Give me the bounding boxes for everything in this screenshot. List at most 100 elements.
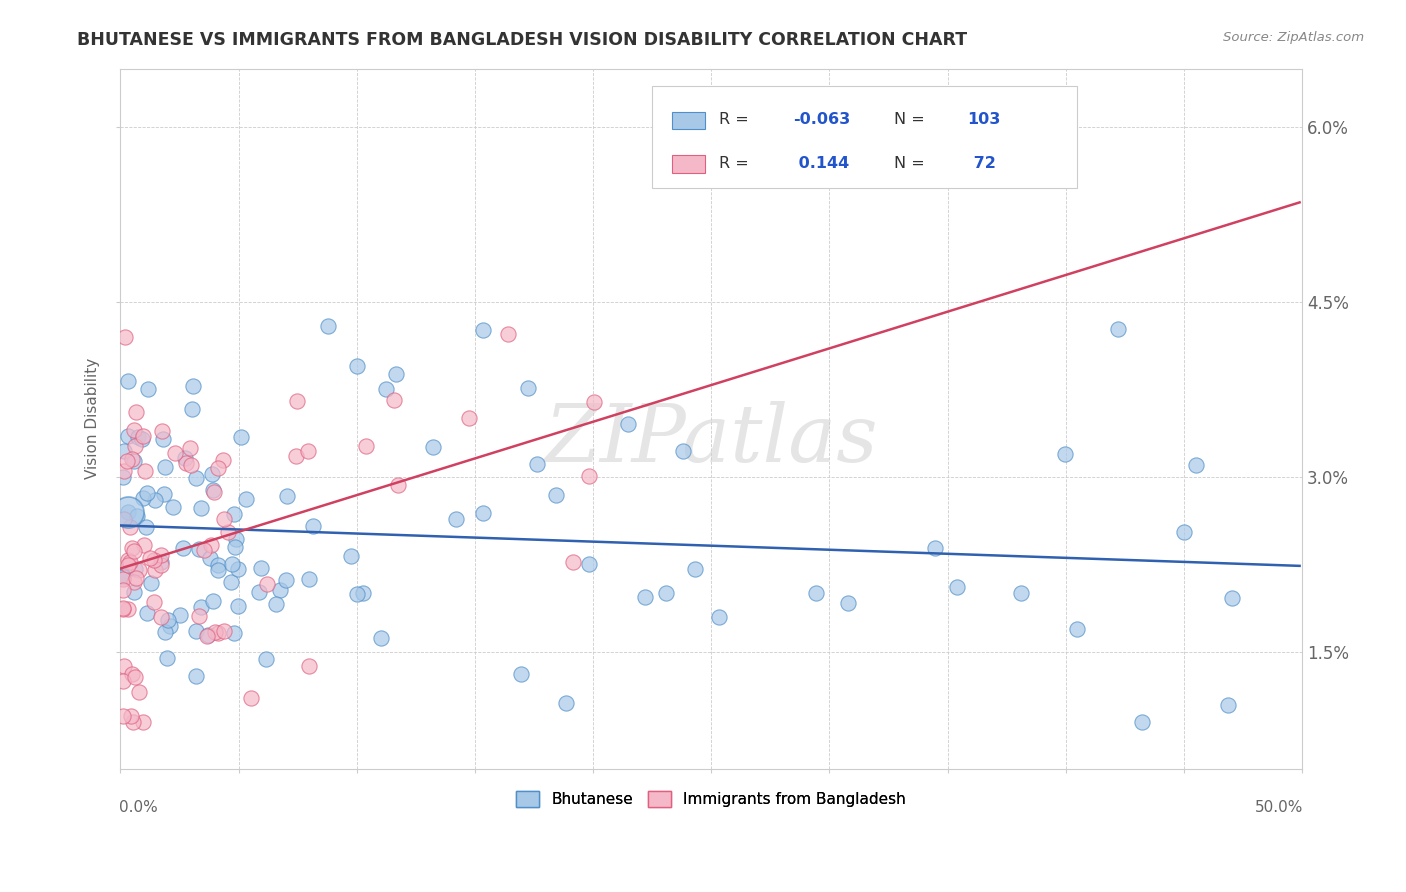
Point	[207, 563, 229, 577]
Point	[142, 595, 165, 609]
Point	[117, 553, 139, 567]
Point	[122, 543, 145, 558]
Point	[1185, 458, 1208, 472]
Point	[181, 402, 204, 417]
Point	[136, 606, 159, 620]
Point	[201, 483, 224, 497]
Point	[112, 464, 135, 478]
Point	[120, 708, 142, 723]
Point	[370, 631, 392, 645]
Point	[207, 461, 229, 475]
Point	[226, 562, 249, 576]
Point	[276, 574, 298, 588]
Point	[924, 541, 946, 555]
Point	[121, 541, 143, 556]
Point	[117, 558, 139, 572]
Point	[222, 626, 245, 640]
Point	[382, 392, 405, 407]
Point	[256, 577, 278, 591]
Point	[128, 563, 150, 577]
Point	[174, 456, 197, 470]
Point	[111, 582, 134, 597]
Point	[153, 460, 176, 475]
Point	[111, 709, 134, 723]
Point	[709, 610, 731, 624]
Text: 103: 103	[967, 112, 1001, 127]
Point	[1220, 591, 1243, 606]
Point	[111, 673, 134, 688]
Point	[375, 382, 398, 396]
Y-axis label: Vision Disability: Vision Disability	[86, 358, 100, 479]
Point	[124, 439, 146, 453]
Point	[132, 538, 155, 552]
Point	[496, 326, 519, 341]
Point	[172, 541, 194, 555]
Point	[1130, 714, 1153, 729]
Point	[150, 558, 173, 572]
Point	[385, 367, 408, 381]
Point	[131, 433, 153, 447]
Point	[509, 667, 531, 681]
Text: Source: ZipAtlas.com: Source: ZipAtlas.com	[1223, 31, 1364, 45]
Point	[124, 405, 146, 419]
Point	[124, 670, 146, 684]
Point	[1054, 446, 1077, 460]
Point	[444, 512, 467, 526]
Point	[111, 573, 134, 587]
Point	[153, 487, 176, 501]
Point	[184, 470, 207, 484]
Point	[224, 540, 246, 554]
Point	[254, 652, 277, 666]
Point	[1066, 622, 1088, 636]
Point	[945, 580, 967, 594]
Point	[117, 374, 139, 388]
Point	[422, 441, 444, 455]
Point	[124, 453, 146, 467]
Point	[226, 599, 249, 614]
Text: ZIPatlas: ZIPatlas	[544, 401, 877, 478]
Point	[217, 524, 239, 539]
Point	[1173, 525, 1195, 540]
Point	[285, 393, 308, 408]
Point	[562, 555, 585, 569]
Point	[617, 417, 640, 432]
Point	[806, 586, 828, 600]
Point	[472, 323, 495, 337]
Point	[231, 430, 253, 444]
FancyBboxPatch shape	[652, 86, 1077, 187]
Point	[114, 330, 136, 344]
Point	[1010, 586, 1032, 600]
Point	[458, 411, 481, 425]
Point	[180, 458, 202, 473]
Point	[285, 449, 308, 463]
Point	[142, 553, 165, 567]
Point	[136, 486, 159, 500]
Point	[1107, 321, 1129, 335]
Point	[517, 381, 540, 395]
Point	[122, 585, 145, 599]
Point	[204, 624, 226, 639]
Point	[111, 600, 134, 615]
Point	[150, 610, 173, 624]
Point	[118, 519, 141, 533]
Point	[671, 444, 693, 458]
Point	[578, 469, 600, 483]
Point	[143, 492, 166, 507]
Point	[122, 714, 145, 729]
Point	[139, 575, 162, 590]
Point	[235, 491, 257, 506]
Point	[202, 485, 225, 500]
Point	[837, 596, 859, 610]
Point	[211, 452, 233, 467]
Point	[150, 424, 173, 438]
Point	[249, 585, 271, 599]
Point	[297, 573, 319, 587]
Point	[165, 445, 187, 459]
Point	[149, 548, 172, 562]
Point	[159, 619, 181, 633]
Point	[139, 551, 162, 566]
Point	[655, 586, 678, 600]
Point	[125, 509, 148, 524]
Point	[124, 562, 146, 576]
Point	[117, 601, 139, 615]
